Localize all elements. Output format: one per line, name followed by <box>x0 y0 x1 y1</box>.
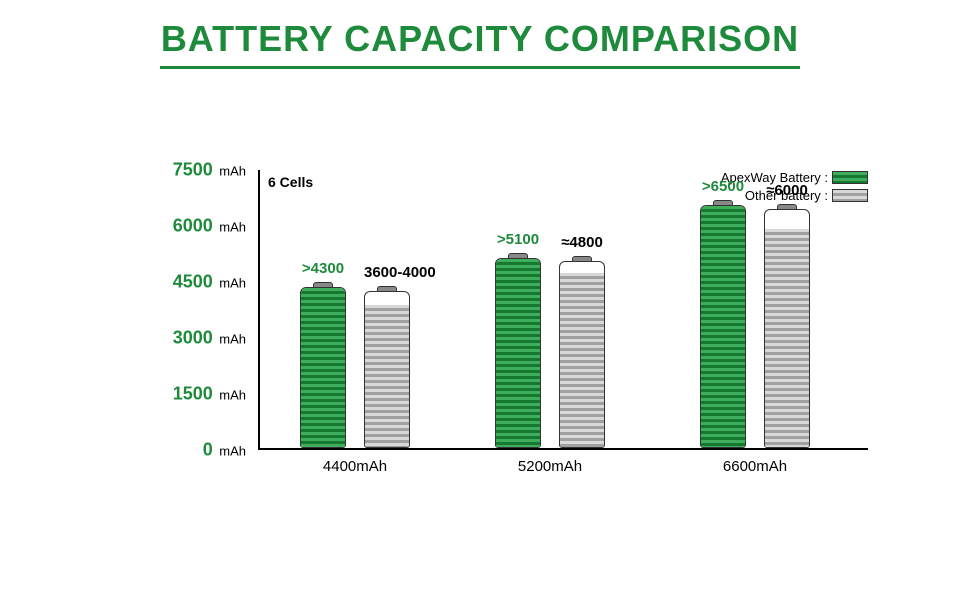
y-tick: 6000 mAh <box>173 216 246 237</box>
bar-other: ≈4800 <box>559 261 605 448</box>
title-underline <box>160 66 800 69</box>
bar-group: >5100≈48005200mAh <box>495 168 605 448</box>
y-tick: 3000 mAh <box>173 328 246 349</box>
bar-other-fill <box>560 273 604 447</box>
page: BATTERY CAPACITY COMPARISON 0 mAh 1500 mA… <box>0 0 960 600</box>
x-axis-label: 6600mAh <box>700 458 810 475</box>
bar-other: 3600-4000 <box>364 291 410 448</box>
bar-apex: >4300 <box>300 287 346 448</box>
bar-apex-label: >6500 <box>700 178 746 195</box>
y-tick: 7500 mAh <box>173 160 246 181</box>
bar-other-label: 3600-4000 <box>364 264 410 281</box>
bar-other-label: ≈4800 <box>559 234 605 251</box>
bar-apex-fill <box>701 206 745 447</box>
y-tick: 1500 mAh <box>173 384 246 405</box>
x-axis-label: 5200mAh <box>495 458 605 475</box>
y-tick: 0 mAh <box>203 440 246 461</box>
bar-other-fill <box>365 305 409 447</box>
bar-other-label: ≈6000 <box>764 182 810 199</box>
x-axis-label: 4400mAh <box>300 458 410 475</box>
plot-area: 6 Cells ApexWay Battery : Other battery … <box>258 170 868 450</box>
bar-apex-fill <box>301 288 345 447</box>
bar-groups: >43003600-40004400mAh>5100≈48005200mAh>6… <box>260 170 868 448</box>
bar-apex-label: >4300 <box>300 260 346 277</box>
bar-apex: >6500 <box>700 205 746 448</box>
bar-apex: >5100 <box>495 258 541 448</box>
page-title: BATTERY CAPACITY COMPARISON <box>161 18 799 60</box>
bar-apex-label: >5100 <box>495 231 541 248</box>
y-tick: 4500 mAh <box>173 272 246 293</box>
title-block: BATTERY CAPACITY COMPARISON <box>0 18 960 69</box>
bar-group: >6500≈60006600mAh <box>700 168 810 448</box>
y-axis: 0 mAh1500 mAh3000 mAh4500 mAh6000 mAh750… <box>140 170 258 450</box>
bar-group: >43003600-40004400mAh <box>300 168 410 448</box>
chart: 0 mAh1500 mAh3000 mAh4500 mAh6000 mAh750… <box>140 170 880 490</box>
bar-apex-fill <box>496 259 540 447</box>
bar-other: ≈6000 <box>764 209 810 448</box>
bar-other-fill <box>765 229 809 447</box>
